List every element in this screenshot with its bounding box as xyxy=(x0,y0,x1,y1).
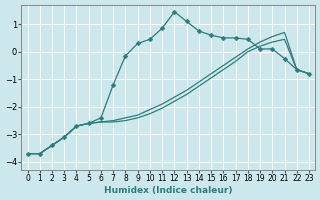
X-axis label: Humidex (Indice chaleur): Humidex (Indice chaleur) xyxy=(104,186,233,195)
